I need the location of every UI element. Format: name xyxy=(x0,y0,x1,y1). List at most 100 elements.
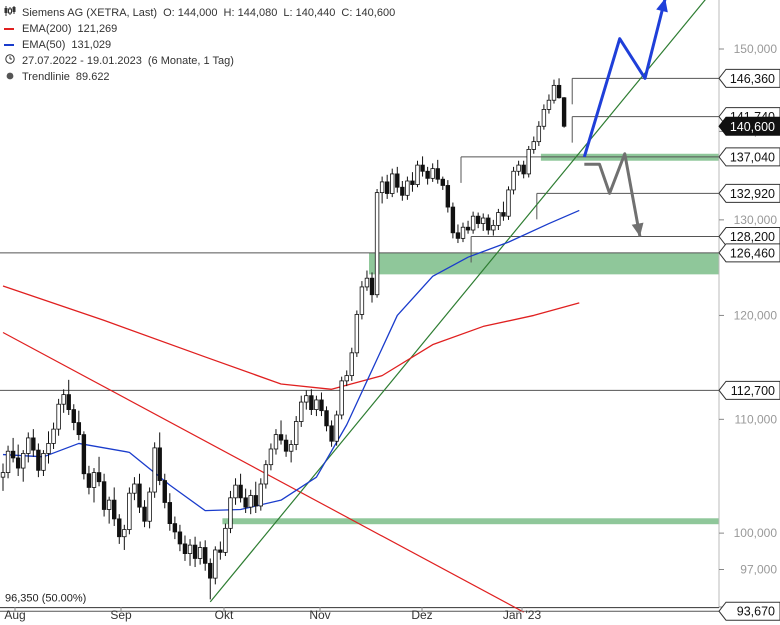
candle-body xyxy=(101,481,107,510)
candle-body xyxy=(208,562,213,579)
bear-scenario-arrow-head xyxy=(631,222,644,237)
candle-body xyxy=(501,212,506,217)
candle-body xyxy=(21,453,26,469)
candle-body xyxy=(167,502,173,525)
candle-body xyxy=(36,449,41,471)
candle-body xyxy=(339,380,344,416)
candle-body xyxy=(526,149,531,175)
candle-body xyxy=(430,168,435,179)
candle-body xyxy=(546,99,552,110)
price-tick-label-4: 110,000 xyxy=(735,412,778,426)
candle xyxy=(354,310,360,357)
candle xyxy=(218,541,223,560)
legend-open: O: 144,000 xyxy=(163,7,218,19)
candle xyxy=(455,224,461,244)
candle-body xyxy=(470,215,476,231)
candle xyxy=(46,431,51,464)
legend-ema50-row: EMA(50) 131,029 xyxy=(4,37,395,53)
candle-body xyxy=(112,499,117,520)
price-tick-label-0: 150,000 xyxy=(734,42,778,56)
price-tick-label-2: 130,000 xyxy=(734,213,778,227)
candle-body xyxy=(349,352,354,377)
candle-body xyxy=(192,544,198,559)
candle-body xyxy=(415,164,420,185)
candle-body xyxy=(440,178,445,186)
candle-body xyxy=(162,480,167,503)
candle xyxy=(435,159,440,184)
level-badge-label-8: 93,670 xyxy=(737,605,775,619)
legend-close: C: 140,600 xyxy=(341,7,396,19)
candle xyxy=(486,214,491,235)
candle xyxy=(521,160,526,179)
candle-body xyxy=(273,434,279,450)
candle-body xyxy=(46,443,51,454)
clock-icon xyxy=(4,53,16,69)
candle xyxy=(491,219,496,236)
candle-body xyxy=(117,518,122,538)
candle-body xyxy=(506,189,511,217)
month-label-1: Sep xyxy=(110,608,132,622)
level-badge-label-3: 137,040 xyxy=(730,150,775,164)
candle xyxy=(152,442,157,498)
candle-body xyxy=(556,84,562,99)
candle-body xyxy=(61,394,66,405)
candle xyxy=(501,201,506,221)
candle-body xyxy=(420,164,425,172)
candle xyxy=(415,160,420,188)
candle-body xyxy=(66,394,71,410)
support-zone-2 xyxy=(222,518,720,525)
level-badge-3 xyxy=(718,147,780,167)
candle xyxy=(192,536,198,568)
candle xyxy=(253,481,258,513)
legend-ema50-value: 131,029 xyxy=(71,39,112,51)
candle-body xyxy=(304,395,309,403)
candle-body xyxy=(329,425,334,442)
candle-body xyxy=(521,164,526,175)
candle-body xyxy=(475,215,481,224)
candle xyxy=(167,493,173,531)
legend-instrument: Siemens AG (XETRA, Last) xyxy=(22,7,158,19)
candle xyxy=(258,478,264,511)
candle-body xyxy=(268,448,274,466)
dot-icon xyxy=(4,69,16,85)
candle xyxy=(228,490,233,534)
candle-body xyxy=(122,529,127,538)
candle xyxy=(187,539,193,566)
candle-body xyxy=(278,434,284,441)
candle xyxy=(395,166,400,193)
candle-body xyxy=(283,439,289,452)
candle xyxy=(106,496,112,524)
month-label-0: Aug xyxy=(4,608,25,622)
candle xyxy=(359,281,365,320)
candle-body xyxy=(238,484,243,499)
candle xyxy=(531,136,536,154)
candle xyxy=(364,270,370,291)
candle xyxy=(293,416,299,451)
candle xyxy=(10,437,16,463)
scenario-arrows xyxy=(582,0,668,237)
level-badge-7 xyxy=(718,380,780,400)
candle-body xyxy=(223,527,228,553)
candle-body xyxy=(248,495,253,508)
level-badge-6 xyxy=(718,243,780,263)
legend-low: L: 140,440 xyxy=(283,7,336,19)
candle-body xyxy=(10,450,16,459)
candle-body xyxy=(213,549,218,579)
candle xyxy=(142,500,147,528)
candle-body xyxy=(450,206,456,234)
candle xyxy=(299,395,304,427)
candle xyxy=(172,516,178,540)
candle xyxy=(157,432,162,486)
candle-body xyxy=(71,409,76,423)
fib-level-label: 96,350 (50.00%) xyxy=(5,593,86,605)
candle xyxy=(309,389,314,415)
level-badge-8 xyxy=(718,601,780,621)
candle xyxy=(137,473,142,513)
candle-body xyxy=(516,164,521,172)
legend-high: H: 144,080 xyxy=(223,7,278,19)
candle-body xyxy=(147,491,152,522)
candle xyxy=(112,487,117,526)
candle-body xyxy=(481,217,486,224)
candle xyxy=(450,202,456,239)
legend-ema200-row: EMA(200) 121,269 xyxy=(4,21,395,37)
